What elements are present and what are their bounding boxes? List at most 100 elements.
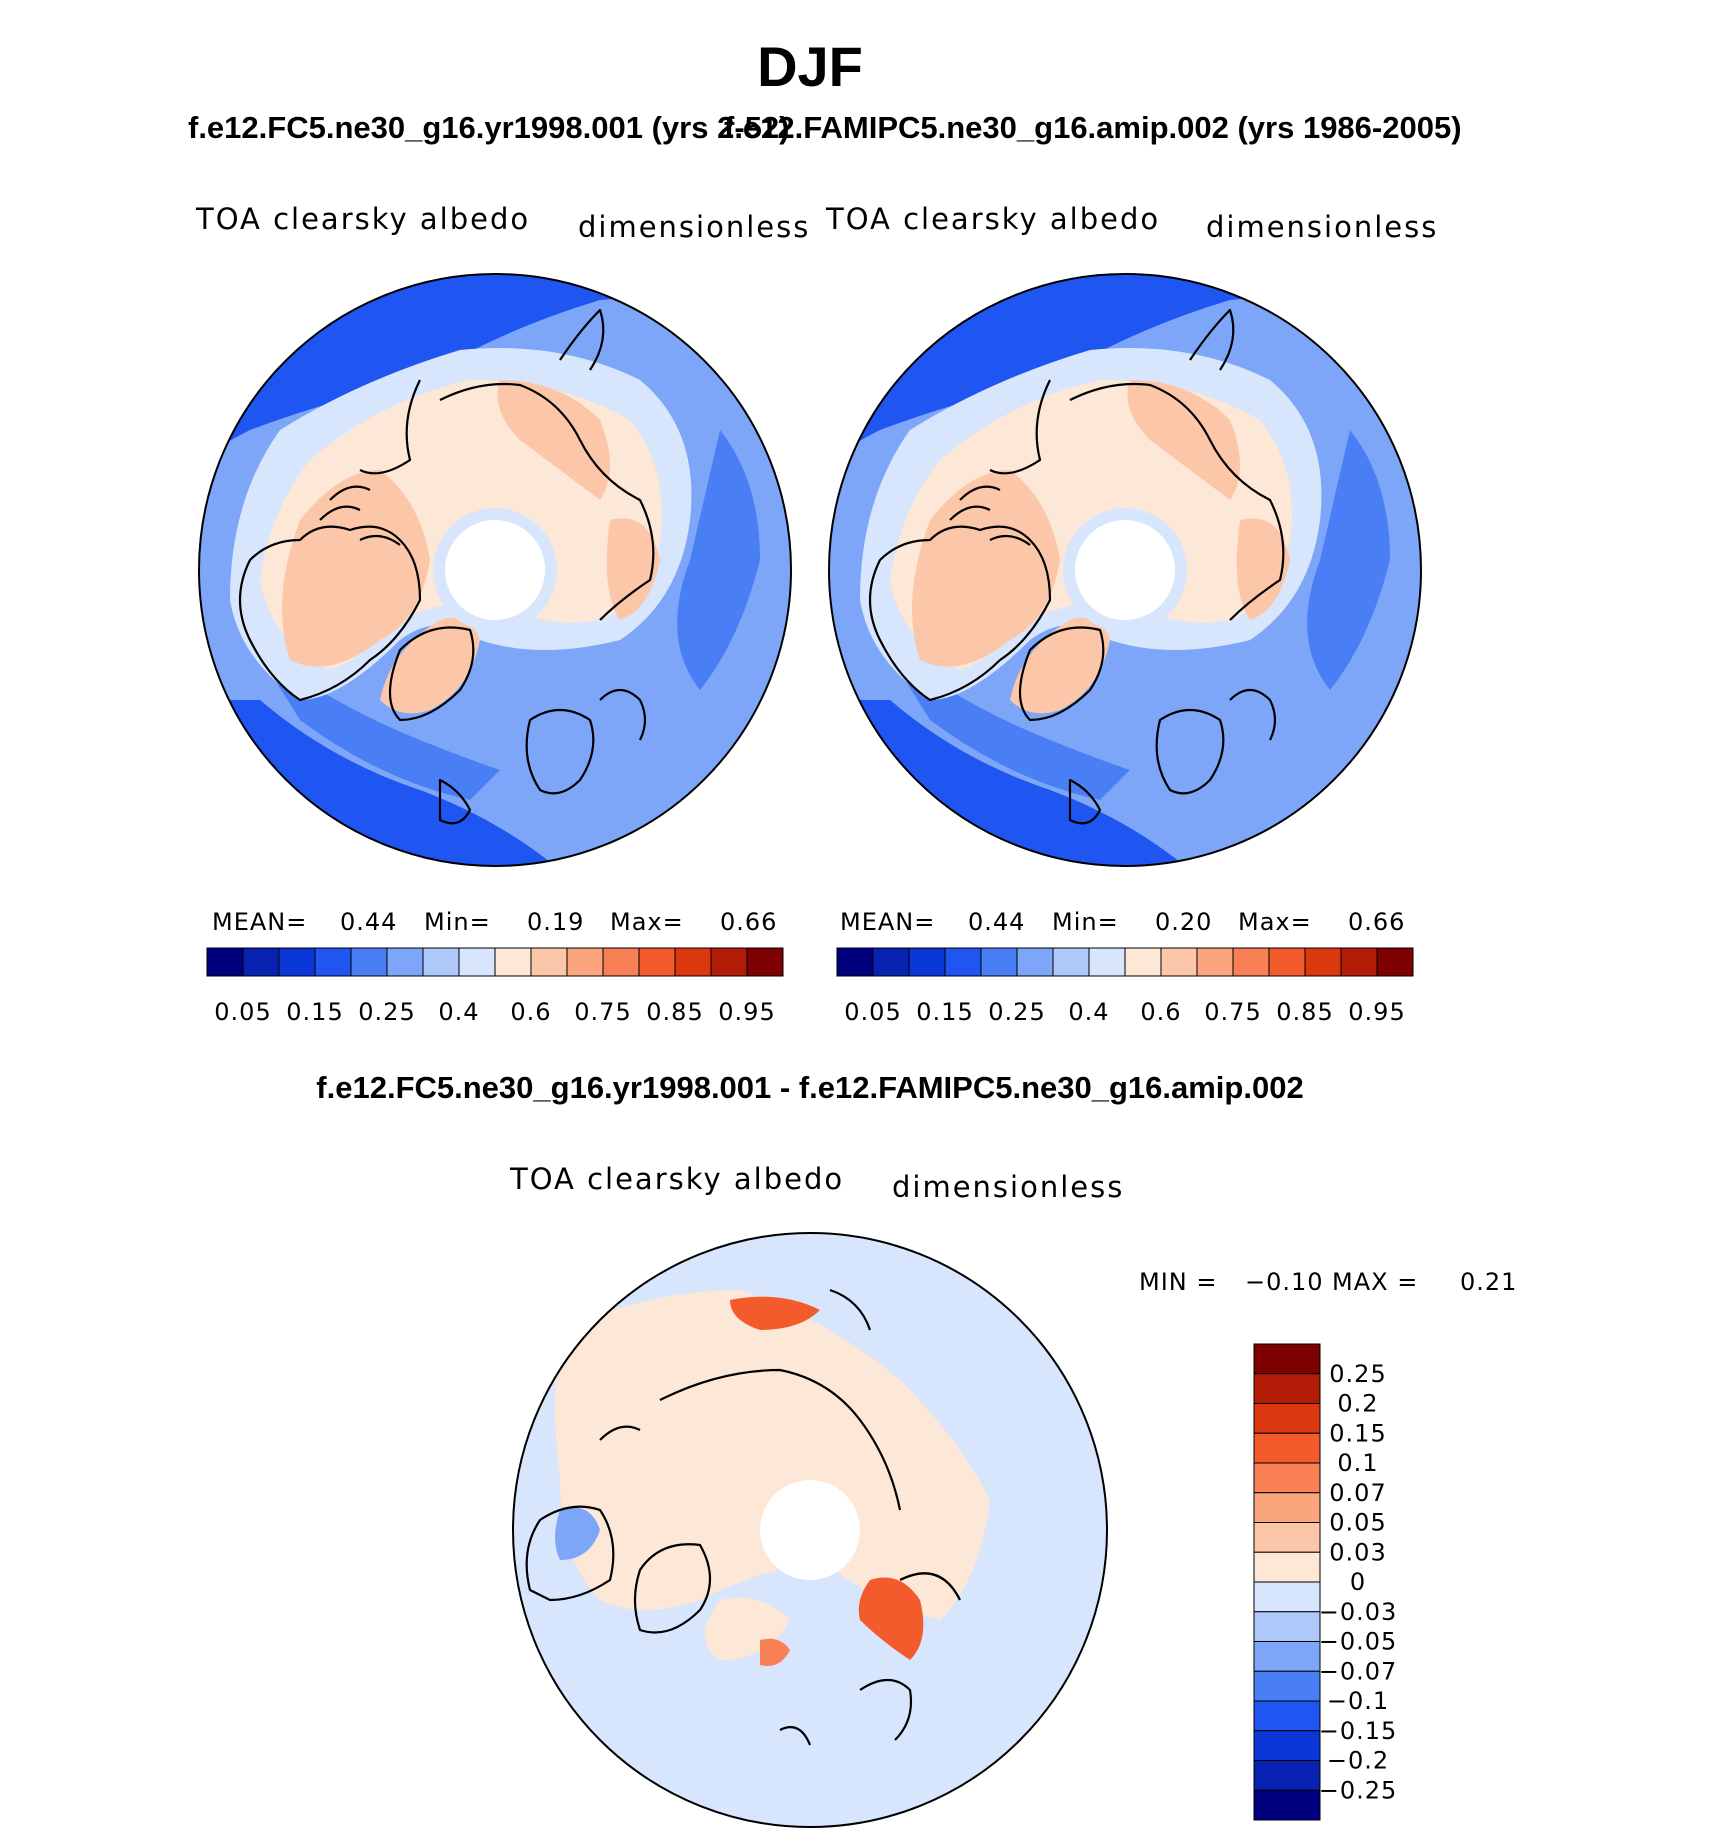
panel-2-colorbar: 0.05 0.15 0.25 0.4 0.6 0.75 0.85 0.95 xyxy=(836,947,1414,1026)
colorbar-2-swatch-1 xyxy=(872,947,910,977)
colorbar-1-swatch-0 xyxy=(206,947,244,977)
colorbar-2-tick-label: 0.95 xyxy=(1348,998,1405,1026)
colorbar-1-swatch-12 xyxy=(638,947,676,977)
colorbar-2-tick-label: 0.6 xyxy=(1140,998,1181,1026)
colorbar-3-swatch-1 xyxy=(1253,1373,1321,1404)
map-2-frame xyxy=(828,273,1422,867)
colorbar-3-tick-label: 0.07 xyxy=(1329,1479,1386,1507)
panel-1-max-label: Max= xyxy=(610,908,684,936)
colorbar-2-swatch-0 xyxy=(836,947,874,977)
difference-map: 0.250.20.150.10.070.050.030−0.03−0.05−0.… xyxy=(512,1232,1398,1828)
colorbar-3-swatch-6 xyxy=(1253,1522,1321,1553)
colorbar-3-tick-label: −0.03 xyxy=(1319,1598,1398,1626)
difference-units-label: dimensionless xyxy=(892,1170,1125,1204)
colorbar-2-swatch-12 xyxy=(1268,947,1306,977)
colorbar-3-tick-label: 0.25 xyxy=(1329,1360,1386,1388)
colorbar-1-tick-label: 0.25 xyxy=(358,998,415,1026)
panel-2-min-label: Min= xyxy=(1052,908,1119,936)
panel-2-min-value: 0.20 xyxy=(1155,908,1213,936)
colorbar-3-tick-label: −0.07 xyxy=(1319,1657,1398,1685)
panel-2-units-label: dimensionless xyxy=(1206,210,1439,244)
difference-title: f.e12.FC5.ne30_g16.yr1998.001 - f.e12.FA… xyxy=(316,1070,1304,1105)
colorbar-3-tick-label: 0 xyxy=(1350,1568,1366,1596)
colorbar-1-tick-label: 0.6 xyxy=(510,998,551,1026)
colorbar-2-tick-label: 0.15 xyxy=(916,998,973,1026)
colorbar-1-swatch-6 xyxy=(422,947,460,977)
map-2-siberia-high xyxy=(1127,380,1240,500)
panel-1-case-title: f.e12.FC5.ne30_g16.yr1998.001 (yrs 2-52) xyxy=(188,110,790,145)
map-1-eurasia-high xyxy=(606,518,660,620)
diff-polar-hole xyxy=(760,1480,860,1580)
colorbar-1-swatch-5 xyxy=(386,947,424,977)
colorbar-3-tick-label: 0.03 xyxy=(1329,1538,1386,1566)
colorbar-3-tick-label: −0.05 xyxy=(1319,1628,1398,1656)
colorbar-3-tick-label: −0.25 xyxy=(1319,1776,1398,1804)
figure-title: DJF xyxy=(757,35,863,98)
panel-2-max-label: Max= xyxy=(1238,908,1312,936)
colorbar-3-tick-label: 0.1 xyxy=(1337,1449,1378,1477)
colorbar-1-swatch-1 xyxy=(242,947,280,977)
colorbar-3-swatch-5 xyxy=(1253,1492,1321,1523)
panel-2-max-value: 0.66 xyxy=(1348,908,1406,936)
difference-max-value: 0.21 xyxy=(1460,1268,1518,1296)
panel-1-mean-value: 0.44 xyxy=(340,908,398,936)
colorbar-3-tick-label: 0.15 xyxy=(1329,1419,1386,1447)
colorbar-2-tick-label: 0.05 xyxy=(844,998,901,1026)
panel-1-colorbar: 0.05 0.15 0.25 0.4 0.6 0.75 0.85 0.95 xyxy=(206,947,784,1026)
diff-frame xyxy=(512,1232,1108,1828)
colorbar-3-swatch-9 xyxy=(1253,1611,1321,1642)
colorbar-3-tick-label: −0.15 xyxy=(1319,1717,1398,1745)
colorbar-2-tick-label: 0.85 xyxy=(1276,998,1333,1026)
colorbar-1-swatch-8 xyxy=(494,947,532,977)
diff-coastlines xyxy=(525,1288,961,1746)
colorbar-2-swatch-2 xyxy=(908,947,946,977)
map-2-atlantic-mid xyxy=(880,640,1130,800)
map-2-polar-hole xyxy=(1075,520,1175,620)
colorbar-2-swatch-15 xyxy=(1376,947,1414,977)
colorbar-3-swatch-13 xyxy=(1253,1730,1321,1761)
diff-negative-patch xyxy=(555,1507,600,1560)
colorbar-1-swatch-3 xyxy=(314,947,352,977)
map-2-canada-high xyxy=(912,470,1060,667)
map-1-atlantic-mid xyxy=(250,640,500,800)
panel-1-variable-label: TOA clearsky albedo xyxy=(196,202,531,236)
colorbar-1-tick-label: 0.4 xyxy=(438,998,479,1026)
colorbar-3-swatch-15 xyxy=(1253,1789,1321,1821)
panel-1-max-value: 0.66 xyxy=(720,908,778,936)
panel-1-units-label: dimensionless xyxy=(578,210,811,244)
map-2-eurasia-high xyxy=(1236,518,1290,620)
colorbar-2-tick-label: 0.4 xyxy=(1068,998,1109,1026)
colorbar-2-swatch-11 xyxy=(1232,947,1270,977)
map-1-frame xyxy=(198,273,792,867)
colorbar-1-tick-label: 0.05 xyxy=(214,998,271,1026)
colorbar-1-swatch-10 xyxy=(566,947,604,977)
colorbar-3-tick-label: −0.2 xyxy=(1327,1747,1389,1775)
colorbar-3-swatch-12 xyxy=(1253,1700,1321,1732)
colorbar-2-swatch-13 xyxy=(1304,947,1342,977)
colorbar-2-swatch-5 xyxy=(1016,947,1054,977)
panel-1-min-label: Min= xyxy=(424,908,491,936)
colorbar-3-swatch-3 xyxy=(1253,1432,1321,1464)
colorbar-3-tick-label: 0.2 xyxy=(1337,1390,1378,1418)
colorbar-3-swatch-7 xyxy=(1253,1551,1321,1583)
difference-min-value: −0.10 xyxy=(1245,1268,1324,1296)
difference-colorbar: 0.250.20.150.10.070.050.030−0.03−0.05−0.… xyxy=(1253,1343,1398,1821)
panel-2-mean-label: MEAN= xyxy=(840,908,936,936)
colorbar-1-swatch-4 xyxy=(350,947,388,977)
map-2-coastlines xyxy=(868,308,1285,825)
colorbar-2-tick-label: 0.25 xyxy=(988,998,1045,1026)
colorbar-1-tick-label: 0.15 xyxy=(286,998,343,1026)
colorbar-2-swatch-14 xyxy=(1340,947,1378,977)
colorbar-1-swatch-15 xyxy=(746,947,784,977)
colorbar-1-tick-label: 0.95 xyxy=(718,998,775,1026)
colorbar-1-swatch-2 xyxy=(278,947,316,977)
colorbar-2-swatch-4 xyxy=(980,947,1018,977)
colorbar-1-tick-label: 0.75 xyxy=(574,998,631,1026)
panel-1-mean-label: MEAN= xyxy=(212,908,308,936)
diff-hotspot-north xyxy=(730,1296,820,1330)
map-1-polar-hole xyxy=(445,520,545,620)
colorbar-2-swatch-8 xyxy=(1124,947,1162,977)
map-2-greenland-high xyxy=(1010,617,1110,714)
panel-2-variable-label: TOA clearsky albedo xyxy=(826,202,1161,236)
